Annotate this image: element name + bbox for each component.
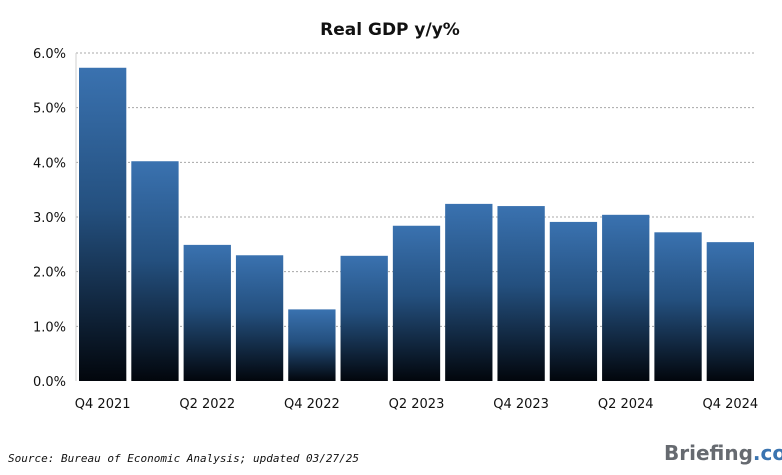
- y-axis-ticks: 0.0% 1.0% 2.0% 3.0% 4.0% 5.0% 6.0%: [33, 47, 66, 390]
- y-tick-label: 6.0%: [33, 47, 66, 62]
- x-tick-label: Q4 2023: [493, 397, 549, 412]
- bar-q4-2021: [79, 67, 127, 381]
- bar-q3-2022: [235, 255, 284, 381]
- bar-q2-2024: [602, 214, 650, 381]
- x-axis-ticks: Q4 2021 Q2 2022 Q4 2022 Q2 2023 Q4 2023 Q2 20…: [75, 397, 758, 412]
- x-tick-label: Q2 2024: [598, 397, 654, 412]
- briefing-logo: Briefing.com: [664, 441, 782, 465]
- y-tick-label: 5.0%: [33, 102, 66, 117]
- y-tick-label: 2.0%: [33, 266, 66, 281]
- bar-q1-2023: [340, 255, 388, 381]
- bars: [79, 67, 754, 381]
- chart-title: Real GDP y/y%: [320, 20, 460, 40]
- bar-q4-2022: [288, 309, 336, 381]
- y-tick-label: 1.0%: [33, 320, 66, 335]
- bar-q3-2023: [445, 203, 493, 381]
- brand-main: Briefing: [664, 441, 753, 465]
- y-tick-label: 0.0%: [33, 375, 66, 390]
- bar-q4-2024: [706, 242, 754, 381]
- bar-q4-2023: [497, 206, 545, 381]
- bar-q3-2024: [654, 232, 702, 381]
- x-tick-label: Q4 2021: [75, 397, 131, 412]
- x-tick-label: Q2 2023: [389, 397, 445, 412]
- x-tick-label: Q2 2022: [179, 397, 235, 412]
- bar-q2-2022: [183, 244, 231, 381]
- y-tick-label: 3.0%: [33, 211, 66, 226]
- bar-q2-2023: [392, 225, 441, 381]
- brand-suffix: .com: [753, 441, 782, 465]
- bar-q1-2024: [549, 221, 598, 381]
- bar-q1-2022: [131, 161, 179, 381]
- source-note: Source: Bureau of Economic Analysis; upd…: [8, 452, 359, 465]
- x-tick-label: Q4 2024: [702, 397, 758, 412]
- x-tick-label: Q4 2022: [284, 397, 340, 412]
- y-tick-label: 4.0%: [33, 156, 66, 171]
- svg-text:Briefing.com: Briefing.com: [664, 441, 782, 465]
